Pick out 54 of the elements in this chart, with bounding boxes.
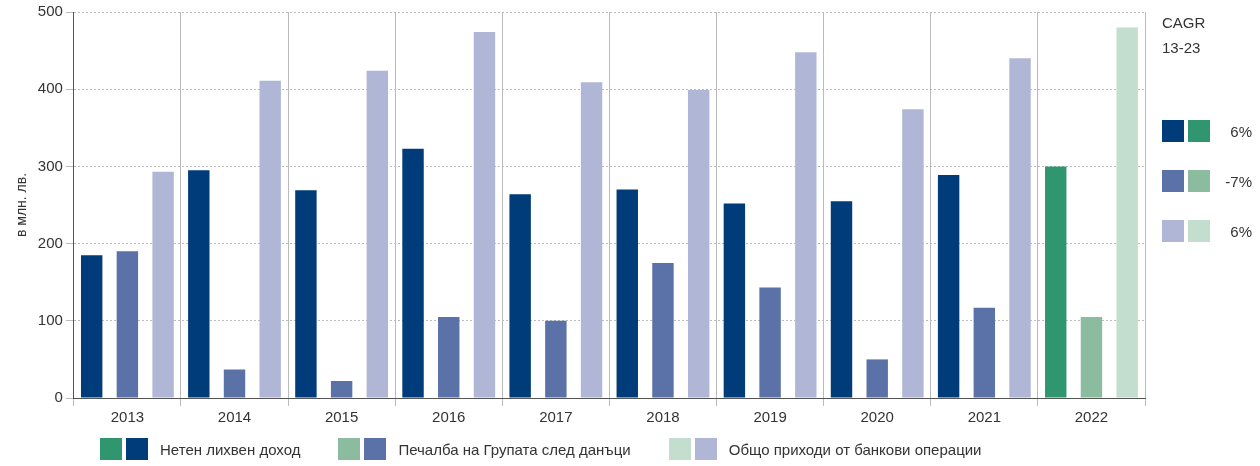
bar: [830, 201, 853, 398]
x-tick-label: 2013: [110, 408, 145, 426]
x-tick-label: 2017: [539, 408, 573, 426]
bar: [330, 381, 353, 398]
legend-label: Нетен лихвен доход: [160, 440, 301, 458]
bar: [652, 262, 674, 398]
y-axis-title: в млн. лв.: [13, 172, 30, 238]
x-tick-label: 2015: [324, 408, 359, 426]
x-tick-label: 2019: [753, 408, 787, 426]
bar: [188, 170, 210, 398]
bar: [80, 255, 103, 398]
bar: [1045, 166, 1067, 398]
bar: [1080, 316, 1103, 398]
x-tick-label: 2020: [860, 408, 894, 426]
y-tick-label: 500: [37, 2, 63, 20]
bar: [723, 203, 746, 398]
text: -7%: [1225, 172, 1252, 190]
text: 6%: [1230, 222, 1252, 240]
bar: [616, 189, 638, 398]
x-tick-label: 2014: [217, 408, 252, 426]
y-tick-label: 100: [37, 310, 63, 328]
bar: [366, 70, 389, 398]
y-tick-label: 200: [37, 233, 63, 251]
y-tick-label: 400: [37, 79, 63, 97]
bar: [795, 52, 817, 398]
x-tick-label: 2021: [967, 408, 1002, 426]
y-tick-label: 0: [54, 388, 63, 406]
bar: [116, 251, 139, 398]
bar: [402, 148, 424, 398]
y-tick-label: 300: [37, 156, 63, 174]
bar: [580, 82, 603, 398]
text: 6%: [1230, 122, 1252, 140]
x-tick-label: 2022: [1074, 408, 1109, 426]
bar: [937, 174, 960, 398]
legend-label: Общо приходи от банкови операции: [728, 440, 982, 458]
bar: [509, 194, 531, 398]
bar: [973, 307, 996, 398]
x-tick-label: 2018: [646, 408, 680, 426]
bar: [295, 190, 317, 398]
bar: [545, 320, 567, 398]
legend-label: Печалба на Групата след данъци: [398, 440, 631, 458]
bar: [152, 171, 174, 398]
bar: [223, 369, 246, 398]
bar: [473, 32, 496, 398]
bar: [259, 80, 281, 398]
bar: [866, 359, 888, 398]
text: CAGR 13-23: [1162, 13, 1207, 58]
bar: [687, 89, 710, 398]
bar: [1009, 58, 1031, 398]
x-tick-label: 2016: [432, 408, 466, 426]
bar: [902, 109, 924, 398]
bar: [438, 316, 460, 398]
bar: [759, 287, 781, 398]
bar: [1116, 27, 1138, 398]
